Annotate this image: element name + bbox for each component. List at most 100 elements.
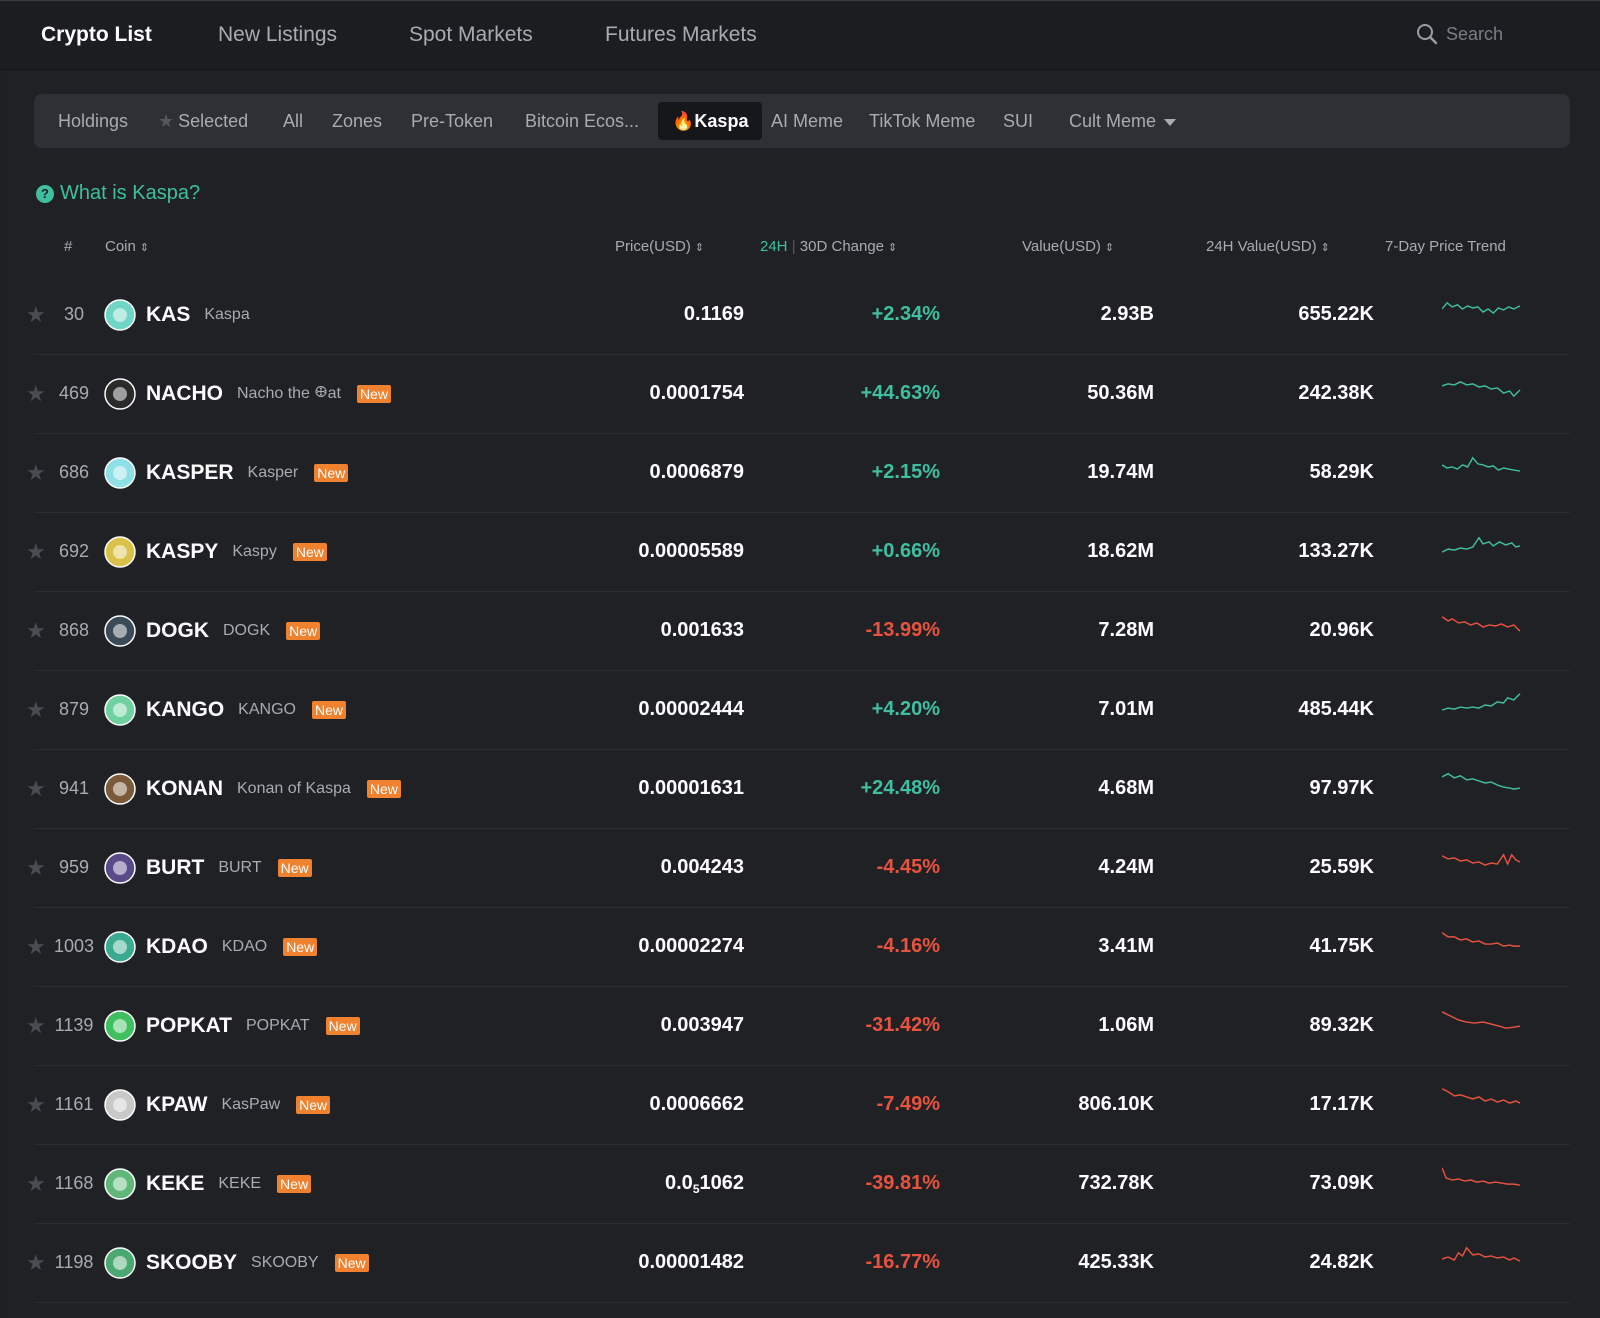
col-value24-header[interactable]: 24H Value(USD) ⇕ bbox=[1206, 238, 1330, 255]
favorite-star-icon[interactable]: ★ bbox=[26, 460, 46, 485]
coin-name: KDAO bbox=[221, 938, 268, 955]
filter-pre-token[interactable]: Pre-Token bbox=[411, 111, 494, 131]
col-value-header[interactable]: Value(USD) ⇕ bbox=[1022, 238, 1114, 255]
table-row[interactable]: ★ 879 KANGO KANGO New 0.00002444 +4.20% … bbox=[26, 670, 1570, 750]
table-row[interactable]: ★ 868 DOGK DOGK New 0.001633 -13.99% 7.2… bbox=[26, 591, 1570, 671]
col-change-30d[interactable]: 30D bbox=[799, 238, 828, 255]
table-row[interactable]: ★ 1003 KDAO KDAO New 0.00002274 -4.16% 3… bbox=[26, 907, 1570, 987]
coin-price: 0.00001631 bbox=[638, 749, 744, 828]
what-is-kaspa-label: What is Kaspa? bbox=[60, 182, 201, 204]
coin-name: KasPaw bbox=[221, 1096, 281, 1113]
coin-cell[interactable]: KAS Kaspa bbox=[146, 275, 266, 354]
coin-cell[interactable]: KEKE KEKE New bbox=[146, 1144, 312, 1223]
filter-zones[interactable]: Zones bbox=[332, 111, 383, 131]
new-badge: New bbox=[277, 858, 312, 877]
table-row[interactable]: ★ 941 KONAN Konan of Kaspa New 0.0000163… bbox=[26, 749, 1570, 829]
coin-value: 4.68M bbox=[1098, 777, 1154, 799]
coin-price: 0.00002274 bbox=[638, 907, 744, 986]
favorite-star-icon[interactable]: ★ bbox=[26, 855, 46, 880]
col-price-header[interactable]: Price(USD) ⇕ bbox=[615, 238, 704, 255]
coin-value-24h: 58.29K bbox=[1309, 461, 1375, 483]
price-tail: 1062 bbox=[699, 1172, 745, 1194]
search-input[interactable]: Search bbox=[1416, 23, 1503, 45]
coin-cell[interactable]: SKOOBY SKOOBY New bbox=[146, 1223, 369, 1302]
tab-crypto-list[interactable]: Crypto List bbox=[41, 23, 152, 46]
filter-bitcoin-ecosystem[interactable]: Bitcoin Ecos... bbox=[525, 111, 640, 131]
favorite-star-icon[interactable]: ★ bbox=[26, 697, 46, 722]
coin-cell[interactable]: BURT BURT New bbox=[146, 828, 312, 907]
coin-cell[interactable]: KDAO KDAO New bbox=[146, 907, 318, 986]
filter-kaspa[interactable]: 🔥Kaspa bbox=[658, 102, 763, 140]
col-rank-header: # bbox=[64, 238, 73, 255]
coin-cell[interactable]: KPAW KasPaw New bbox=[146, 1065, 331, 1144]
filter-ai-meme[interactable]: AI Meme bbox=[771, 111, 844, 131]
what-is-kaspa-link[interactable]: ? What is Kaspa? bbox=[36, 182, 200, 205]
new-badge: New bbox=[286, 621, 321, 640]
filter-all[interactable]: All bbox=[283, 111, 304, 131]
table-row[interactable]: ★ 30 KAS Kaspa 0.1169 +2.34% 2.93B 655.2… bbox=[26, 275, 1570, 355]
coin-symbol: KANGO bbox=[146, 698, 225, 721]
filter-selected-label: Selected bbox=[178, 111, 249, 131]
tab-futures-markets[interactable]: Futures Markets bbox=[605, 23, 757, 46]
coin-logo bbox=[104, 536, 136, 568]
col-change-24h[interactable]: 24H bbox=[760, 238, 788, 255]
filter-cult-meme[interactable]: Cult Meme bbox=[1069, 102, 1177, 140]
favorite-star-icon[interactable]: ★ bbox=[26, 381, 46, 406]
filter-selected[interactable]: ★ Selected bbox=[158, 102, 248, 140]
favorite-star-icon[interactable]: ★ bbox=[26, 539, 46, 564]
price-text: 0.0001754 bbox=[649, 382, 744, 404]
coin-cell[interactable]: KASPER Kasper New bbox=[146, 433, 349, 512]
question-icon: ? bbox=[36, 184, 54, 203]
chevron-down-icon bbox=[1164, 118, 1177, 126]
trend-sparkline bbox=[1442, 616, 1521, 632]
star-icon: ★ bbox=[158, 111, 175, 131]
tab-spot-markets[interactable]: Spot Markets bbox=[409, 23, 533, 46]
table-row[interactable]: ★ 1139 POPKAT POPKAT New 0.003947 -31.42… bbox=[26, 986, 1570, 1066]
coin-symbol: BURT bbox=[146, 856, 205, 879]
trend-sparkline bbox=[1442, 536, 1521, 553]
favorite-star-icon[interactable]: ★ bbox=[26, 1250, 46, 1275]
table-row[interactable]: ★ 959 BURT BURT New 0.004243 -4.45% 4.24… bbox=[26, 828, 1570, 908]
table-row[interactable]: ★ 1161 KPAW KasPaw New 0.0006662 -7.49% … bbox=[26, 1065, 1570, 1145]
fire-icon: 🔥 bbox=[672, 111, 695, 131]
coin-cell[interactable]: DOGK DOGK New bbox=[146, 591, 321, 670]
col-change-header[interactable]: 24H | 30D Change ⇕ bbox=[760, 238, 897, 255]
coin-change: -39.81% bbox=[865, 1172, 941, 1194]
coin-value-24h: 41.75K bbox=[1309, 935, 1375, 957]
coin-name: DOGK bbox=[223, 622, 271, 639]
trend-sparkline bbox=[1442, 456, 1521, 472]
filter-holdings[interactable]: Holdings bbox=[58, 111, 129, 131]
favorite-star-icon[interactable]: ★ bbox=[26, 618, 46, 643]
favorite-star-icon[interactable]: ★ bbox=[26, 1013, 46, 1038]
table-row[interactable]: ★ 692 KASPY Kaspy New 0.00005589 +0.66% … bbox=[26, 512, 1570, 592]
table-row[interactable]: ★ 1198 SKOOBY SKOOBY New 0.00001482 -16.… bbox=[26, 1223, 1570, 1303]
coin-symbol: SKOOBY bbox=[146, 1251, 238, 1274]
favorite-star-icon[interactable]: ★ bbox=[26, 934, 46, 959]
table-row[interactable]: ★ 686 KASPER Kasper New 0.0006879 +2.15%… bbox=[26, 433, 1570, 513]
favorite-star-icon[interactable]: ★ bbox=[26, 1092, 46, 1117]
table-row[interactable]: ★ 469 NACHO Nacho the 𐃏at New 0.0001754 … bbox=[26, 354, 1570, 434]
coin-rank: 959 bbox=[58, 857, 90, 877]
coin-value: 7.01M bbox=[1098, 698, 1154, 720]
coin-rank: 469 bbox=[58, 383, 90, 403]
price-text: 0.001633 bbox=[660, 619, 744, 641]
favorite-star-icon[interactable]: ★ bbox=[26, 302, 46, 327]
coin-cell[interactable]: KONAN Konan of Kaspa New bbox=[146, 749, 401, 828]
coin-symbol: KDAO bbox=[146, 935, 208, 958]
coin-cell[interactable]: KANGO KANGO New bbox=[146, 670, 346, 749]
favorite-star-icon[interactable]: ★ bbox=[26, 776, 46, 801]
favorite-star-icon[interactable]: ★ bbox=[26, 1171, 46, 1196]
search-placeholder: Search bbox=[1446, 23, 1504, 44]
tab-new-listings[interactable]: New Listings bbox=[218, 23, 338, 46]
coin-cell[interactable]: NACHO Nacho the 𐃏at New bbox=[146, 354, 391, 433]
coin-change: -4.16% bbox=[876, 935, 940, 957]
main-content: Holdings ★ Selected All Zones Pre-Token B… bbox=[4, 70, 1600, 1318]
table-row[interactable]: ★ 1168 KEKE KEKE New 0.051062 -39.81% 73… bbox=[26, 1144, 1570, 1224]
coin-symbol: KAS bbox=[146, 303, 191, 326]
filter-sui[interactable]: SUI bbox=[1003, 111, 1034, 131]
coin-cell[interactable]: POPKAT POPKAT New bbox=[146, 986, 360, 1065]
col-coin-header[interactable]: Coin ⇕ bbox=[105, 238, 149, 255]
coin-name: Kaspa bbox=[204, 306, 250, 323]
filter-tiktok-meme[interactable]: TikTok Meme bbox=[869, 111, 976, 131]
coin-cell[interactable]: KASPY Kaspy New bbox=[146, 512, 327, 591]
